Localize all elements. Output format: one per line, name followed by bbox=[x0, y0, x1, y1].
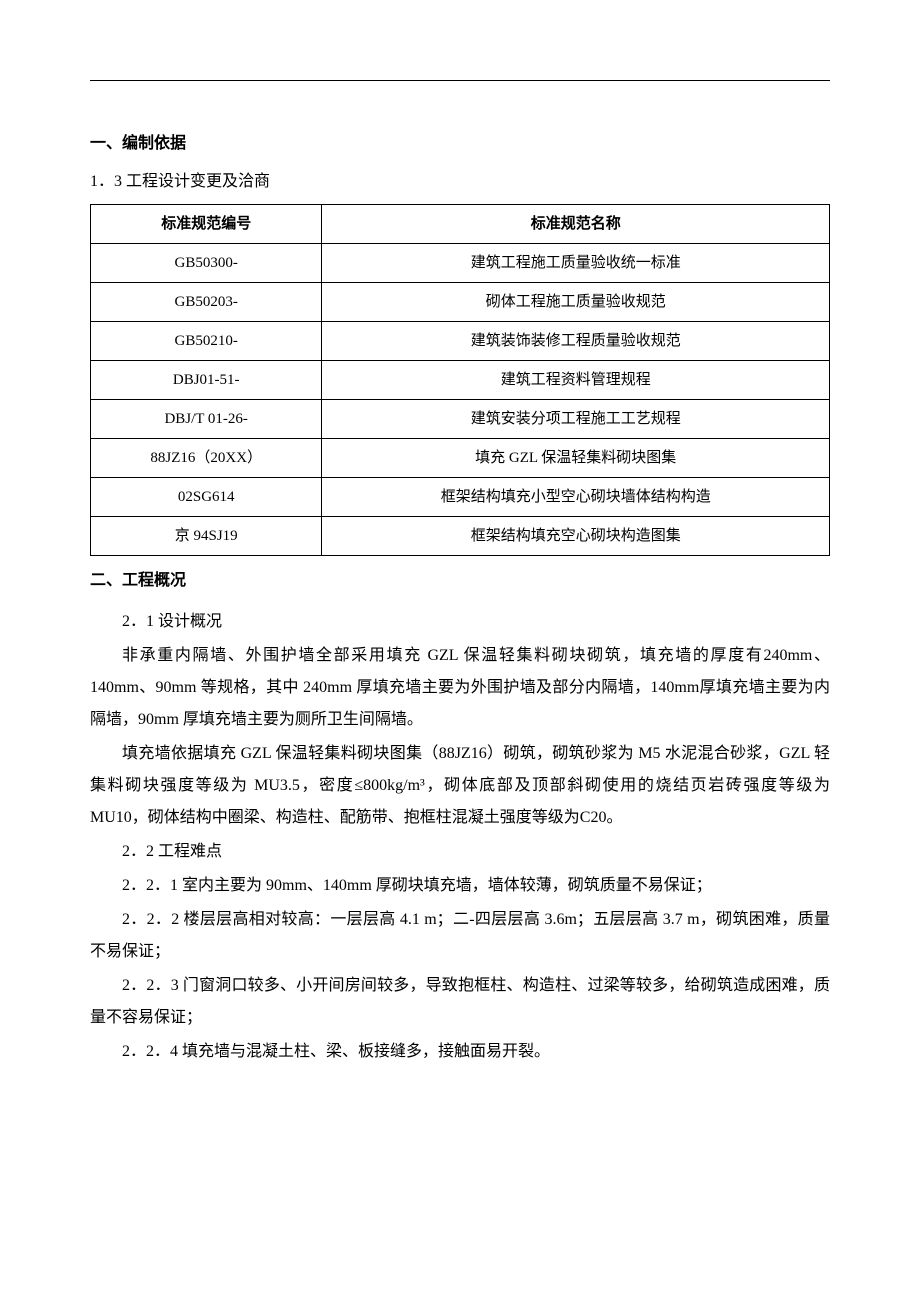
table-row: DBJ01-51-建筑工程资料管理规程 bbox=[91, 361, 830, 400]
standards-table: 标准规范编号 标准规范名称 GB50300-建筑工程施工质量验收统一标准GB50… bbox=[90, 204, 830, 556]
table-cell-name: 填充 GZL 保温轻集料砌块图集 bbox=[322, 439, 830, 478]
table-row: GB50300-建筑工程施工质量验收统一标准 bbox=[91, 244, 830, 283]
table-row: GB50203-砌体工程施工质量验收规范 bbox=[91, 283, 830, 322]
table-cell-name: 框架结构填充空心砌块构造图集 bbox=[322, 517, 830, 556]
table-row: 京 94SJ19框架结构填充空心砌块构造图集 bbox=[91, 517, 830, 556]
table-row: DBJ/T 01-26-建筑安装分项工程施工工艺规程 bbox=[91, 400, 830, 439]
table-row: GB50210-建筑装饰装修工程质量验收规范 bbox=[91, 322, 830, 361]
table-cell-code: 88JZ16（20XX） bbox=[91, 439, 322, 478]
table-cell-name: 砌体工程施工质量验收规范 bbox=[322, 283, 830, 322]
table-row: 88JZ16（20XX）填充 GZL 保温轻集料砌块图集 bbox=[91, 439, 830, 478]
sub2-2-title: 2．2 工程难点 bbox=[90, 836, 830, 868]
table-header-row: 标准规范编号 标准规范名称 bbox=[91, 205, 830, 244]
sub2-2-item2: 2．2．2 楼层层高相对较高：一层层高 4.1 m；二-四层层高 3.6m；五层… bbox=[90, 904, 830, 968]
table-cell-name: 建筑安装分项工程施工工艺规程 bbox=[322, 400, 830, 439]
table-cell-name: 框架结构填充小型空心砌块墙体结构构造 bbox=[322, 478, 830, 517]
section1-subheading: 1．3 工程设计变更及洽商 bbox=[90, 169, 830, 195]
table-cell-code: 02SG614 bbox=[91, 478, 322, 517]
section2-heading: 二、工程概况 bbox=[90, 568, 830, 594]
table-cell-code: GB50203- bbox=[91, 283, 322, 322]
table-header-name: 标准规范名称 bbox=[322, 205, 830, 244]
sub2-2-item1: 2．2．1 室内主要为 90mm、140mm 厚砌块填充墙，墙体较薄，砌筑质量不… bbox=[90, 870, 830, 902]
sub2-1-para1: 非承重内隔墙、外围护墙全部采用填充 GZL 保温轻集料砌块砌筑，填充墙的厚度有2… bbox=[90, 640, 830, 736]
table-cell-code: GB50210- bbox=[91, 322, 322, 361]
table-cell-name: 建筑工程施工质量验收统一标准 bbox=[322, 244, 830, 283]
table-header-code: 标准规范编号 bbox=[91, 205, 322, 244]
sub2-2-item4: 2．2．4 填充墙与混凝土柱、梁、板接缝多，接触面易开裂。 bbox=[90, 1036, 830, 1068]
table-cell-code: DBJ/T 01-26- bbox=[91, 400, 322, 439]
section1-heading: 一、编制依据 bbox=[90, 131, 830, 157]
table-cell-code: GB50300- bbox=[91, 244, 322, 283]
sub2-2-item3: 2．2．3 门窗洞口较多、小开间房间较多，导致抱框柱、构造柱、过梁等较多，给砌筑… bbox=[90, 970, 830, 1034]
table-row: 02SG614框架结构填充小型空心砌块墙体结构构造 bbox=[91, 478, 830, 517]
table-cell-name: 建筑装饰装修工程质量验收规范 bbox=[322, 322, 830, 361]
table-cell-code: DBJ01-51- bbox=[91, 361, 322, 400]
sub2-1-para2: 填充墙依据填充 GZL 保温轻集料砌块图集（88JZ16）砌筑，砌筑砂浆为 M5… bbox=[90, 738, 830, 834]
table-cell-name: 建筑工程资料管理规程 bbox=[322, 361, 830, 400]
header-divider bbox=[90, 80, 830, 81]
sub2-1-title: 2．1 设计概况 bbox=[90, 606, 830, 638]
table-cell-code: 京 94SJ19 bbox=[91, 517, 322, 556]
